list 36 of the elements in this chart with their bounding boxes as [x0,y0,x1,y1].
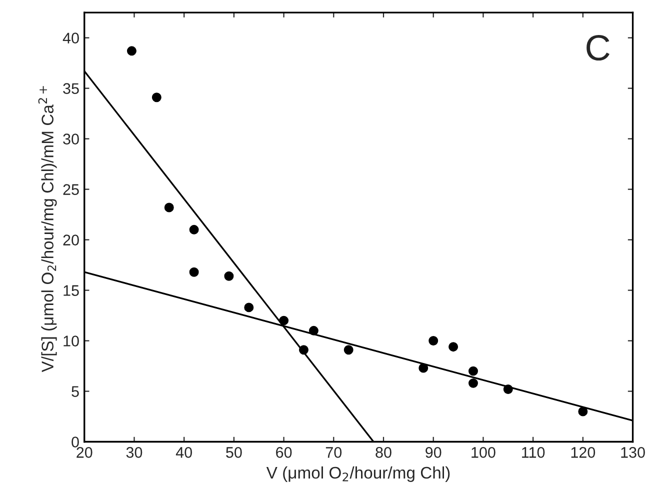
y-tick-label: 30 [63,134,79,144]
point [152,92,162,102]
y-tick-label: 20 [63,234,79,246]
y-tick-label: 25 [63,184,79,195]
point [189,224,199,234]
x-tick-label: 30 [126,447,142,458]
y-tick-label: 40 [62,32,79,44]
y-tick-label: 15 [64,285,79,296]
point [468,378,478,388]
x-tick-label: 90 [426,447,442,458]
point [164,202,174,212]
y-tick-label: 10 [64,336,79,346]
x-axis-title: V (μmol O$_{2}$/hour/mg Chl) [266,466,450,482]
x-tick-label: 40 [176,447,192,458]
point [448,342,458,352]
point [468,366,478,376]
y-tick-label: 0 [72,436,79,448]
point [189,267,199,277]
point [344,345,354,355]
x-tick-label: 50 [226,447,242,458]
x-tick-label: 130 [621,447,645,458]
point [126,46,136,56]
y-axis-title: V/[S] (μmol O$_{2}$/hour/mg Chl)/mM Ca$^{2+}$ [38,86,57,372]
x-tick-label: 120 [571,447,596,458]
point [224,271,234,281]
point [244,302,254,312]
x-tick-label: 100 [472,447,496,458]
x-tick-label: 70 [326,447,342,458]
point [428,336,438,346]
y-tick-label: 35 [63,83,79,94]
x-tick-label: 60 [276,447,292,458]
point [578,406,588,416]
x-tick-label: 80 [376,447,392,458]
y-tick-label: 5 [72,386,79,397]
annotation: C [586,34,610,61]
x-tick-label: 110 [522,447,545,458]
